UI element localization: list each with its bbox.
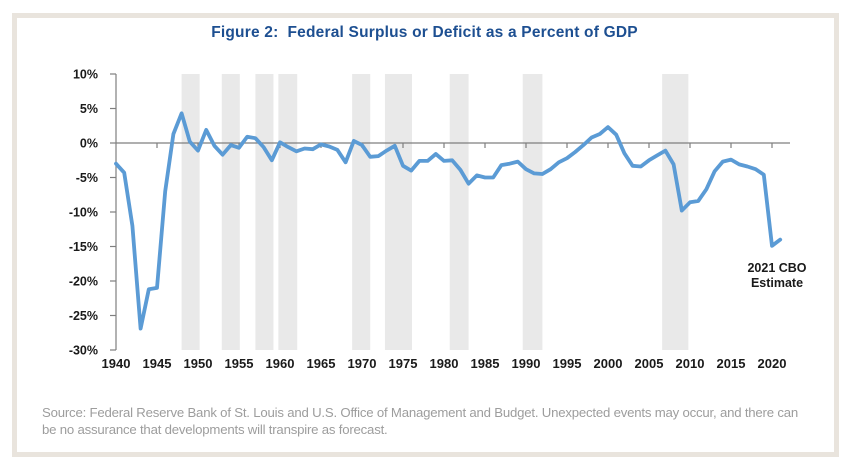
recession-band bbox=[255, 74, 274, 350]
chart-title: Figure 2: Federal Surplus or Deficit as … bbox=[211, 24, 638, 41]
x-tick-label: 2010 bbox=[676, 356, 705, 371]
annotation-line-2: Estimate bbox=[750, 276, 804, 290]
recession-band bbox=[278, 74, 298, 350]
annotation-line-1: 2021 CBO bbox=[747, 261, 807, 275]
x-tick-label: 1940 bbox=[102, 356, 131, 371]
x-tick-label: 2005 bbox=[635, 356, 664, 371]
x-tick-label: 1975 bbox=[389, 356, 418, 371]
x-tick-label: 1945 bbox=[143, 356, 172, 371]
y-tick-label: 10% bbox=[73, 68, 98, 82]
x-tick-label: 1965 bbox=[307, 356, 336, 371]
recession-band bbox=[449, 74, 469, 350]
surplus-deficit-line bbox=[114, 111, 783, 331]
x-tick-label: 2000 bbox=[594, 356, 623, 371]
source-note: Source: Federal Reserve Bank of St. Loui… bbox=[42, 404, 822, 438]
y-tick-label: -30% bbox=[69, 344, 98, 358]
x-tick-label: 1980 bbox=[430, 356, 459, 371]
y-tick-label: -20% bbox=[69, 275, 98, 289]
x-tick-label: 1955 bbox=[225, 356, 254, 371]
figure-border-frame bbox=[12, 13, 839, 457]
x-tick-label: 1985 bbox=[471, 356, 500, 371]
x-tick-label: 1960 bbox=[266, 356, 295, 371]
y-tick-label: -10% bbox=[69, 206, 98, 220]
source-note-line-2: be no assurance that developments will t… bbox=[42, 422, 388, 437]
recession-band bbox=[662, 74, 689, 350]
y-tick-label: 5% bbox=[80, 102, 98, 116]
y-tick-label: -15% bbox=[69, 240, 98, 254]
recession-band bbox=[181, 74, 200, 350]
surplus-deficit-line-chart: 10% 5% 0% -5% -10% -15% -20% -25% -30% 1940 1945 19… bbox=[69, 68, 790, 371]
annotation-2021-cbo-estimate: 2021 CBO Estimate bbox=[731, 261, 823, 291]
x-tick-label: 2020 bbox=[758, 356, 787, 371]
y-tick-label: -25% bbox=[69, 309, 98, 323]
recession-band bbox=[384, 74, 413, 350]
y-tick-label: 0% bbox=[80, 137, 98, 151]
y-tick-label: -5% bbox=[76, 171, 98, 185]
x-tick-label: 1990 bbox=[512, 356, 541, 371]
recession-band bbox=[221, 74, 240, 350]
source-note-line-1: Source: Federal Reserve Bank of St. Loui… bbox=[42, 405, 798, 420]
recession-band bbox=[522, 74, 543, 350]
x-tick-label: 2015 bbox=[717, 356, 746, 371]
x-tick-label: 1970 bbox=[348, 356, 377, 371]
x-tick-label: 1995 bbox=[553, 356, 582, 371]
recession-band bbox=[352, 74, 371, 350]
x-tick-label: 1950 bbox=[184, 356, 213, 371]
